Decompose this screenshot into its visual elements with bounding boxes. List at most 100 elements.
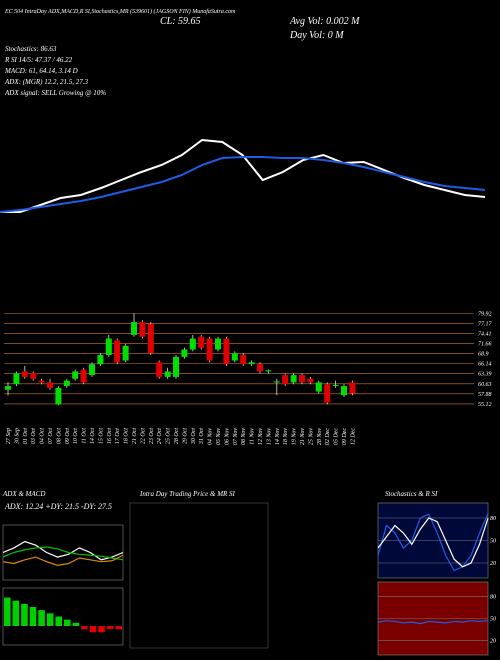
candle-body <box>156 362 163 377</box>
candle-body <box>55 387 62 405</box>
x-tick-label: 25 Nov <box>308 428 314 446</box>
y-tick-label: 80 <box>490 595 496 601</box>
candle-body <box>215 338 221 350</box>
candle-body <box>231 353 238 361</box>
candle-body <box>332 384 339 387</box>
y-tick-label: 63.39 <box>478 372 492 378</box>
candle-body <box>122 345 129 361</box>
x-tick-label: 06 Nov <box>224 428 230 446</box>
y-tick-label: 20 <box>490 561 496 567</box>
candle-body <box>21 371 28 377</box>
histogram-bar <box>29 607 37 626</box>
candle-body <box>131 322 137 335</box>
histogram-bar <box>4 597 11 626</box>
candle-body <box>307 378 314 383</box>
x-tick-label: 28 Nov <box>317 428 323 446</box>
avg-volume: Avg Vol: 0.002 M <box>289 16 360 27</box>
histogram-bar <box>21 603 28 626</box>
panel <box>129 502 269 649</box>
candle-body <box>273 381 280 383</box>
x-tick-label: 21 Oct <box>132 428 138 444</box>
x-tick-label: 14 Nov <box>274 428 281 446</box>
candle-body <box>181 349 188 357</box>
candle-body <box>147 323 154 354</box>
x-tick-label: 07 Nov <box>233 428 239 446</box>
candle-body <box>105 338 112 355</box>
x-tick-label: 14 Oct <box>89 428 96 444</box>
panel <box>2 524 124 581</box>
y-tick-label: 55.12 <box>478 402 492 408</box>
x-tick-label: 11 Oct <box>82 428 88 444</box>
candle-body <box>139 322 146 337</box>
line <box>377 620 489 625</box>
candle-body <box>248 362 255 365</box>
histogram-bar <box>38 610 45 626</box>
x-tick-label: 30 Sep <box>14 428 20 445</box>
histogram-bar <box>64 619 71 626</box>
x-tick-label: 11 Nov <box>250 428 256 445</box>
line <box>2 540 124 561</box>
header-line: EC 504 IntraDay ADX,MACD,R SI,Stochastic… <box>4 8 236 15</box>
candle-body <box>206 338 213 361</box>
x-tick-label: 12 Dec <box>350 428 356 445</box>
indicator: ADX signal: SELL Growing @ 10% <box>4 89 106 97</box>
panel-title: Stochastics & R SI <box>385 490 438 498</box>
x-tick-label: 04 Oct <box>39 428 46 444</box>
x-tick-label: 25 Oct <box>166 428 172 444</box>
candle-body <box>282 375 289 385</box>
candle-body <box>47 382 53 388</box>
x-tick-label: 09 Dec <box>342 428 348 445</box>
panel-title: Intra Day Trading Price & MR SI <box>139 490 236 498</box>
indicator: R SI 14/5: 47.37 / 46.22 <box>4 56 73 64</box>
x-tick-label: 24 Oct <box>156 428 163 444</box>
x-tick-label: 08 Nov <box>241 428 247 446</box>
x-tick-label: 15 Oct <box>98 428 104 444</box>
y-tick-label: 68.9 <box>478 352 489 358</box>
x-tick-label: 28 Oct <box>174 428 180 444</box>
x-tick-label: 01 Oct <box>23 428 29 444</box>
x-tick-label: 23 Oct <box>149 428 155 444</box>
line <box>2 546 124 561</box>
y-tick-label: 80 <box>490 516 496 522</box>
candle-body <box>72 371 79 379</box>
x-tick-label: 19 Nov <box>292 428 298 446</box>
day-volume: Day Vol: 0 M <box>289 30 344 41</box>
candle-body <box>80 369 87 383</box>
candle-body <box>173 356 179 377</box>
panel <box>2 587 124 646</box>
line <box>377 517 489 568</box>
x-tick-label: 03 Oct <box>31 428 37 444</box>
x-tick-label: 02 Dec <box>325 428 331 445</box>
x-tick-label: 09 Oct <box>65 428 71 444</box>
candle-body <box>349 382 356 394</box>
histogram-bar <box>98 626 105 633</box>
candle-body <box>5 386 11 390</box>
candle-body <box>114 340 121 363</box>
y-tick-label: 50 <box>490 617 496 623</box>
line <box>0 156 486 213</box>
histogram-bar <box>55 616 62 626</box>
close-price: CL: 59.65 <box>160 16 201 27</box>
y-tick-label: 57.88 <box>478 392 492 398</box>
histogram-bar <box>46 613 54 626</box>
x-tick-label: 21 Nov <box>300 428 306 446</box>
x-tick-label: 13 Nov <box>266 428 272 446</box>
y-tick-label: 77.17 <box>478 321 493 327</box>
candle-body <box>38 380 45 383</box>
line <box>2 554 124 566</box>
histogram-bar <box>106 626 114 630</box>
y-tick-label: 79.92 <box>478 311 492 317</box>
candle-body <box>189 338 196 350</box>
candle-body <box>97 355 104 365</box>
line <box>377 513 489 572</box>
x-tick-label: 10 Oct <box>73 428 79 444</box>
candle-body <box>240 355 247 365</box>
x-tick-label: 16 Oct <box>107 428 113 444</box>
histogram-bar <box>115 626 122 630</box>
y-tick-label: 50 <box>490 539 496 545</box>
y-tick-label: 20 <box>490 638 496 644</box>
candle-body <box>290 375 297 383</box>
indicator: ADX: (MGR) 12.2, 21.5, 27.3 <box>4 78 89 86</box>
candle-body <box>324 384 331 403</box>
